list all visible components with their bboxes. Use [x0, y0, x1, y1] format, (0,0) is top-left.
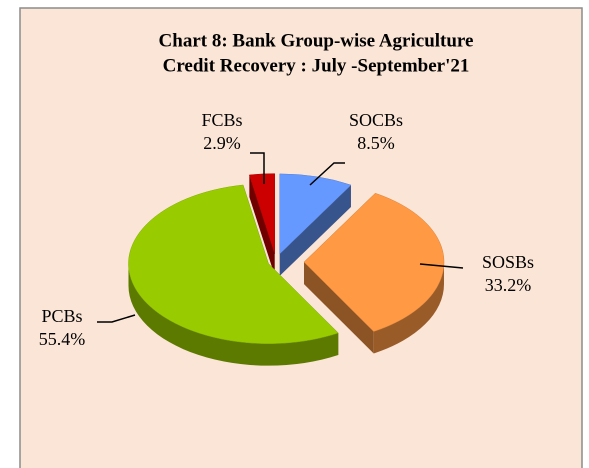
slice-label: FCBs	[201, 110, 242, 130]
slice-value-label: 55.4%	[39, 329, 86, 349]
slice-wall	[373, 262, 444, 354]
pie-slice	[303, 192, 445, 332]
chart-title: Chart 8: Bank Group-wise Agriculture	[159, 30, 474, 51]
slice-side	[303, 262, 374, 354]
slice-label: SOCBs	[349, 110, 403, 130]
leader-line	[419, 263, 464, 269]
chart-title: Credit Recovery : July -September'21	[163, 55, 470, 76]
slice-side	[279, 185, 351, 276]
slice-value-label: 8.5%	[357, 133, 395, 153]
pie-slice	[279, 173, 352, 255]
leader-line	[250, 152, 265, 184]
pie-slice	[128, 184, 339, 344]
slice-value-label: 33.2%	[485, 275, 532, 295]
slice-label: PCBs	[41, 306, 82, 326]
leader-line	[97, 314, 136, 323]
slice-value-label: 2.9%	[203, 133, 241, 153]
slice-wall	[128, 263, 339, 366]
slice-side	[249, 174, 275, 276]
pie-slice	[249, 173, 275, 254]
slice-label: SOSBs	[482, 252, 534, 272]
leader-line	[309, 162, 345, 186]
